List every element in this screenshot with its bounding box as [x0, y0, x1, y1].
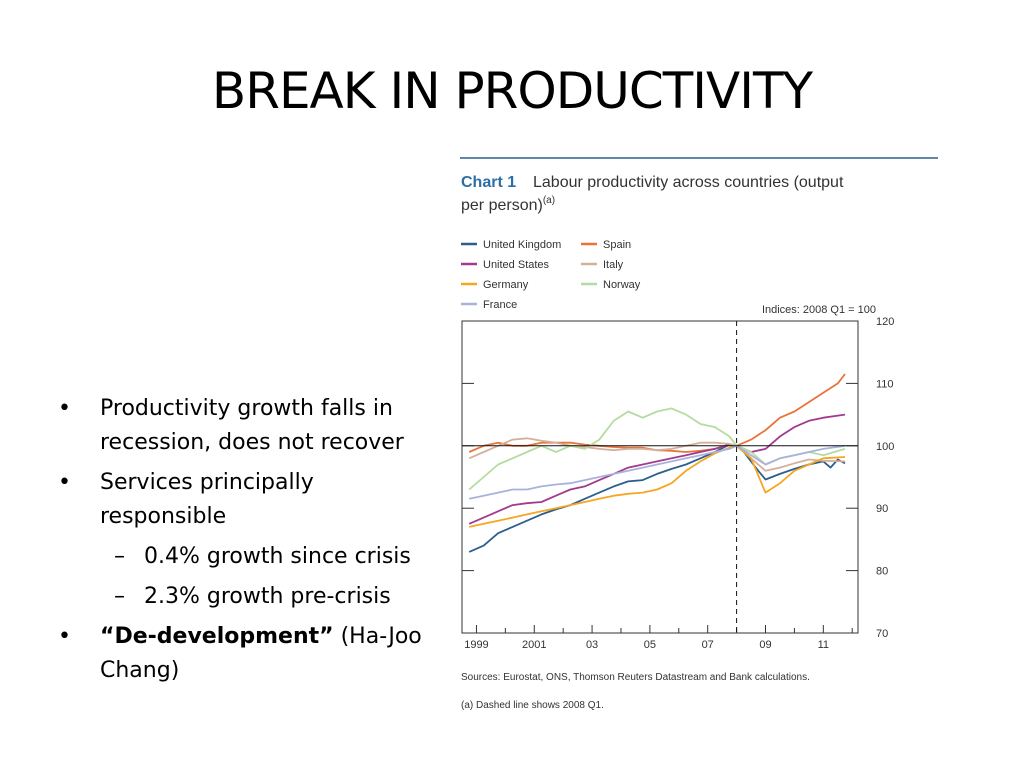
sub-bullet-item: – 0.4% growth since crisis	[58, 540, 422, 574]
series-line-italy	[468, 437, 846, 472]
bullet-line: recession, does not recover	[100, 430, 404, 455]
bullet-text: Productivity growth falls in recession, d…	[100, 396, 404, 455]
chart-title-line2: per person)(a)	[461, 195, 555, 214]
x-tick-label: 05	[644, 639, 656, 651]
legend-label-spain: Spain	[603, 239, 631, 251]
chart-footnote: (a) Dashed line shows 2008 Q1.	[461, 700, 604, 711]
y-tick-label: 100	[876, 441, 894, 453]
series-line-united-states	[468, 413, 846, 525]
bullet-item: • Productivity growth falls in recession,…	[58, 392, 422, 460]
chart-title-superscript: (a)	[543, 195, 555, 206]
chart-units-note: Indices: 2008 Q1 = 100	[762, 304, 876, 316]
bullet-item: • Services principally responsible	[58, 466, 422, 534]
sub-bullet-item: – 2.3% growth pre-crisis	[58, 580, 422, 614]
series-lines	[468, 373, 846, 553]
y-tick-label: 90	[876, 503, 888, 515]
x-tick-label: 1999	[464, 639, 488, 651]
x-tick-label: 11	[818, 639, 829, 651]
chart-legend: United Kingdom Spain United States Italy Ger…	[461, 239, 641, 311]
chart-title-line2-text: per person)	[461, 197, 543, 214]
y-tick-label: 110	[876, 378, 894, 390]
series-line-france	[469, 444, 846, 500]
bullet-dot: •	[58, 624, 71, 649]
slide-title: BREAK IN PRODUCTIVITY	[211, 62, 813, 120]
chart-title-line1: Labour productivity across countries (ou…	[533, 174, 844, 191]
plot-frame	[461, 320, 859, 634]
bullet-dot: •	[58, 396, 71, 421]
series-line-germany	[469, 444, 846, 528]
legend-label-italy: Italy	[603, 259, 624, 271]
bullet-dot: •	[58, 470, 71, 495]
y-tick-label: 120	[876, 316, 894, 328]
bullet-text: “De-development” (Ha-Joon Chang)	[100, 624, 422, 683]
bullet-line: Services principally	[100, 470, 314, 495]
bullet-list: • Productivity growth falls in recession,…	[58, 392, 422, 694]
bullet-line: Productivity growth falls in	[100, 396, 393, 421]
x-tick-label: 07	[702, 639, 714, 651]
legend-label-germany: Germany	[483, 279, 529, 291]
x-tick-label: 03	[586, 639, 598, 651]
bullet-line: Chang)	[100, 658, 180, 683]
y-tick-label: 70	[876, 628, 888, 640]
chart-number-label: Chart 1	[461, 174, 516, 191]
sub-bullet-dash: –	[114, 584, 125, 609]
axis-ticks: 70 80 90 100 110 120 1999 2001 03 05 07 09 11	[462, 316, 894, 651]
sub-bullet-text: 2.3% growth pre-crisis	[144, 584, 391, 609]
legend-label-france: France	[483, 299, 517, 311]
chart-panel: Chart 1 Labour productivity across count…	[456, 150, 956, 730]
labour-productivity-chart: Chart 1 Labour productivity across count…	[460, 157, 938, 711]
sub-bullet-text: 0.4% growth since crisis	[144, 544, 411, 569]
bullet-bold-term: “De-development”	[100, 624, 334, 649]
legend-label-norway: Norway	[603, 279, 641, 291]
bullet-line: responsible	[100, 504, 227, 529]
series-line-united-kingdom	[468, 443, 846, 553]
bullet-item: • “De-development” (Ha-Joon Chang)	[58, 620, 422, 688]
chart-sources: Sources: Eurostat, ONS, Thomson Reuters …	[461, 672, 810, 683]
series-line-norway	[468, 407, 846, 491]
legend-label-united-kingdom: United Kingdom	[483, 239, 561, 251]
bullet-line: (Ha-Joon	[340, 624, 422, 649]
sub-bullet-dash: –	[114, 544, 125, 569]
series-line-spain	[468, 373, 846, 453]
x-tick-label: 2001	[522, 639, 546, 651]
x-tick-label: 09	[759, 639, 771, 651]
y-tick-label: 80	[876, 566, 888, 578]
legend-label-united-states: United States	[483, 259, 550, 271]
bullet-text: Services principally responsible	[100, 470, 314, 529]
